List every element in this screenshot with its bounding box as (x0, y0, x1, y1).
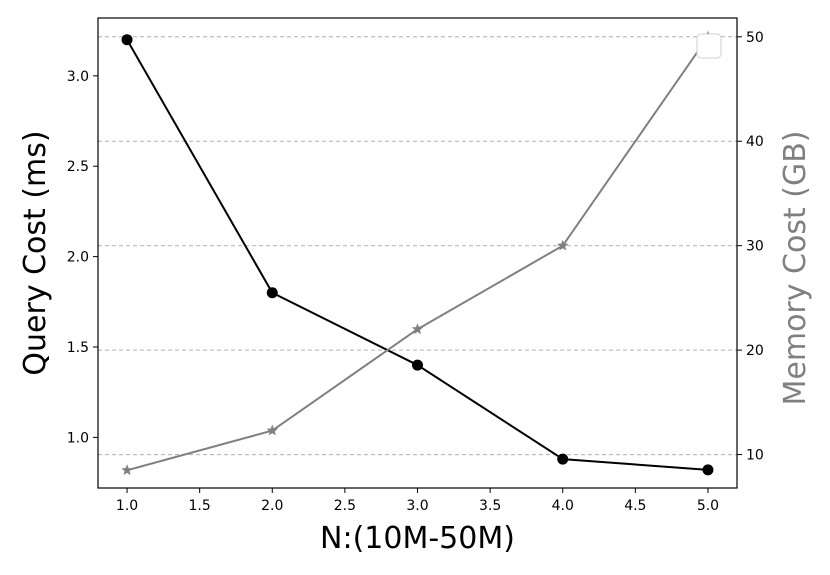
y-left-tick-label: 2.0 (67, 250, 89, 266)
y-axis-right-title: Memory Cost (GB) (778, 130, 813, 405)
series-layer (121, 30, 714, 476)
y-left-tick-label: 3.0 (67, 69, 89, 85)
y-left-tick-label: 1.0 (67, 430, 89, 446)
x-axis: 1.0 1.5 2.0 2.5 3.0 3.5 4.0 4.5 5.0 (116, 488, 719, 514)
series-1-point (557, 453, 569, 465)
series-2-point (557, 239, 569, 251)
series-2-point (411, 323, 424, 335)
series-2-point (266, 424, 278, 436)
series-2-point (121, 464, 133, 476)
y-right-tick-label: 50 (746, 30, 764, 46)
x-tick-label: 2.5 (334, 498, 356, 514)
series-line-1 (126, 39, 709, 471)
y-right-tick-label: 40 (746, 134, 764, 150)
y-left-tick-label: 2.5 (67, 159, 89, 175)
series-1-point (266, 287, 278, 299)
y-axis-left: 1.0 1.5 2.0 2.5 3.0 (67, 69, 98, 446)
x-tick-label: 1.0 (116, 498, 138, 514)
x-tick-label: 2.0 (261, 498, 283, 514)
legend-box (696, 33, 722, 59)
x-tick-label: 3.0 (406, 498, 428, 514)
y-right-tick-label: 20 (746, 343, 764, 359)
x-tick-label: 5.0 (697, 498, 719, 514)
y-right-tick-label: 30 (746, 239, 764, 255)
plot-frame (97, 17, 738, 489)
grid-lines (98, 36, 737, 456)
x-tick-label: 1.5 (189, 498, 211, 514)
y-axis-right: 10 20 30 40 50 (737, 30, 764, 464)
series-1-point (412, 359, 423, 371)
x-tick-label: 3.5 (479, 498, 501, 514)
series-line-2 (126, 36, 709, 472)
x-tick-label: 4.0 (552, 498, 574, 514)
x-axis-title: N:(10M-50M) (320, 521, 515, 556)
y-right-tick-label: 10 (746, 448, 764, 464)
series-1-point (121, 34, 133, 46)
series-1-point (702, 464, 714, 476)
y-axis-left-title: Query Cost (ms) (18, 130, 53, 375)
y-left-tick-label: 1.5 (67, 340, 89, 356)
x-tick-label: 4.5 (624, 498, 646, 514)
